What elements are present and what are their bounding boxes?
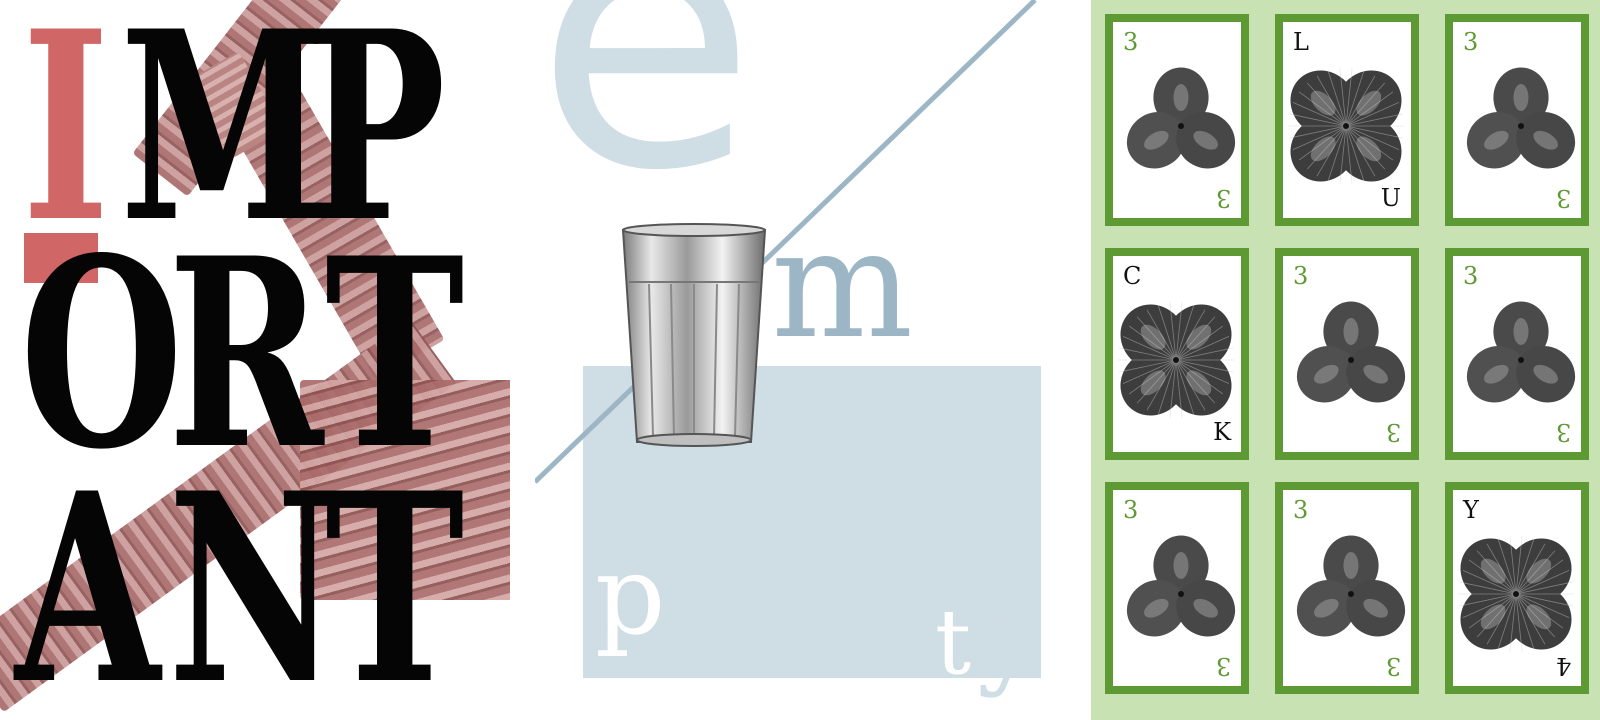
card-corner-top: 3 [1123, 28, 1139, 56]
clover-card: L U [1275, 14, 1419, 226]
card-corner-top: 3 [1123, 496, 1139, 524]
card-corner-bottom: 3 [1215, 184, 1231, 212]
clover-icon [1126, 67, 1236, 169]
card-corner-top: 3 [1293, 496, 1309, 524]
clover-card: Y 4 [1445, 482, 1589, 694]
card-corner-top: 3 [1463, 28, 1479, 56]
letter-t: T [325, 202, 465, 507]
card-corner-bottom: 4 [1555, 652, 1571, 680]
clover-card: 3 3 [1445, 14, 1589, 226]
letter-p: p [595, 531, 666, 659]
card-corner-bottom: 3 [1555, 418, 1571, 446]
clover-card: C K [1105, 248, 1249, 460]
card-corner-bottom: U [1380, 184, 1401, 212]
clover-icon [1296, 535, 1406, 637]
important-poster: I M P O R T A N T [0, 0, 510, 720]
letter-t-2: T [325, 437, 465, 720]
empty-poster: e m p ty [535, 0, 1055, 720]
clover-card: 3 3 [1275, 482, 1419, 694]
letter-t: t [935, 590, 978, 695]
clover-icon [1288, 68, 1404, 184]
glass-image [621, 223, 767, 447]
card-corner-bottom: 3 [1555, 184, 1571, 212]
clover-icon [1118, 302, 1234, 418]
diagonal-line [535, 0, 1037, 484]
clover-icon [1466, 301, 1576, 403]
letter-o: O [20, 202, 184, 507]
card-corner-top: 3 [1293, 262, 1309, 290]
card-corner-top: Y [1463, 496, 1479, 524]
letter-n: N [168, 437, 340, 720]
clover-card: 3 3 [1105, 14, 1249, 226]
letter-r: R [168, 202, 324, 507]
column-image [300, 380, 510, 600]
letter-m: M [120, 0, 328, 280]
letters-ty: ty [935, 580, 1045, 690]
letter-i: I [22, 0, 110, 280]
card-corner-top: 3 [1463, 262, 1479, 290]
clover-icon [1126, 535, 1236, 637]
clover-icon [1458, 536, 1574, 652]
card-corner-top: L [1293, 28, 1309, 56]
clover-card: 3 3 [1275, 248, 1419, 460]
card-corner-bottom: K [1213, 418, 1231, 446]
card-corner-bottom: 3 [1385, 652, 1401, 680]
card-corner-top: C [1123, 262, 1142, 290]
letter-p: P [305, 0, 446, 280]
letter-e: e [535, 0, 757, 249]
card-corner-bottom: 3 [1385, 418, 1401, 446]
red-accent-block [24, 233, 98, 283]
clover-icon [1466, 67, 1576, 169]
clover-icon [1296, 301, 1406, 403]
clover-card: 3 3 [1445, 248, 1589, 460]
letter-y: y [977, 571, 1046, 699]
letter-a: A [15, 437, 161, 720]
clover-card: 3 3 [1105, 482, 1249, 694]
letter-m: m [771, 198, 914, 372]
card-corner-bottom: 3 [1215, 652, 1231, 680]
